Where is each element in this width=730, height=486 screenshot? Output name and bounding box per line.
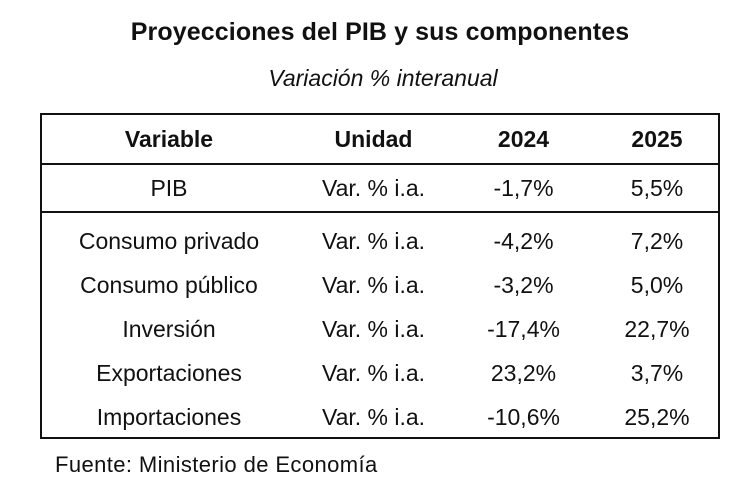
cell-unidad: Var. % i.a.: [321, 271, 426, 298]
cell-2025: 22,7%: [624, 315, 690, 342]
cell-variable: PIB: [42, 164, 296, 213]
cell-variable: Exportaciones: [96, 359, 242, 386]
cell-2024: -4,2%: [493, 227, 554, 254]
table-subtitle: Variación % interanual: [268, 65, 498, 91]
cell-unidad: Var. % i.a.: [321, 227, 426, 254]
gdp-projections-table: Variable Unidad 2024 2025 PIB Var. % i.a…: [40, 113, 720, 439]
cell-2025: 25,2%: [624, 403, 690, 430]
cell-2025: 5,5%: [596, 164, 718, 213]
cell-unidad: Var. % i.a.: [296, 164, 451, 213]
header-row: Variable Unidad 2024 2025: [42, 115, 718, 165]
cell-unidad: Var. % i.a.: [321, 315, 426, 342]
cell-variable: Consumo público: [80, 271, 258, 298]
source-note: Fuente: Ministerio de Economía: [55, 452, 378, 477]
table-row: Consumo público Var. % i.a. -3,2% 5,0%: [42, 263, 718, 307]
table-title: Proyecciones del PIB y sus componentes: [130, 18, 630, 46]
cell-unidad: Var. % i.a.: [321, 403, 426, 430]
table-body: PIB Var. % i.a. -1,7% 5,5% Consumo priva…: [42, 164, 718, 439]
cell-2025: 3,7%: [630, 359, 684, 386]
table-row: Exportaciones Var. % i.a. 23,2% 3,7%: [42, 351, 718, 395]
cell-2024: -3,2%: [493, 271, 554, 298]
header-variable: Variable: [42, 115, 296, 165]
cell-2025: 5,0%: [630, 271, 684, 298]
cell-variable: Consumo privado: [78, 227, 260, 254]
table-row: PIB Var. % i.a. -1,7% 5,5%: [42, 164, 718, 213]
cell-2025: 7,2%: [630, 227, 684, 254]
cell-2024: -1,7%: [451, 164, 596, 213]
cell-unidad: Var. % i.a.: [321, 359, 426, 386]
table-row: Consumo privado Var. % i.a. -4,2% 7,2%: [42, 212, 718, 263]
table-header: Variable Unidad 2024 2025: [42, 115, 718, 165]
header-unidad: Unidad: [296, 115, 451, 165]
table-row: Inversión Var. % i.a. -17,4% 22,7%: [42, 307, 718, 351]
cell-2024: -10,6%: [487, 403, 560, 430]
table-row: Importaciones Var. % i.a. -10,6% 25,2%: [42, 395, 718, 439]
cell-variable: Importaciones: [96, 403, 242, 430]
cell-variable: Inversión: [122, 315, 216, 342]
header-2025: 2025: [596, 115, 718, 165]
cell-2024: 23,2%: [490, 359, 557, 386]
header-2024: 2024: [451, 115, 596, 165]
data-table: Variable Unidad 2024 2025 PIB Var. % i.a…: [42, 115, 718, 439]
cell-2024: -17,4%: [487, 315, 560, 342]
